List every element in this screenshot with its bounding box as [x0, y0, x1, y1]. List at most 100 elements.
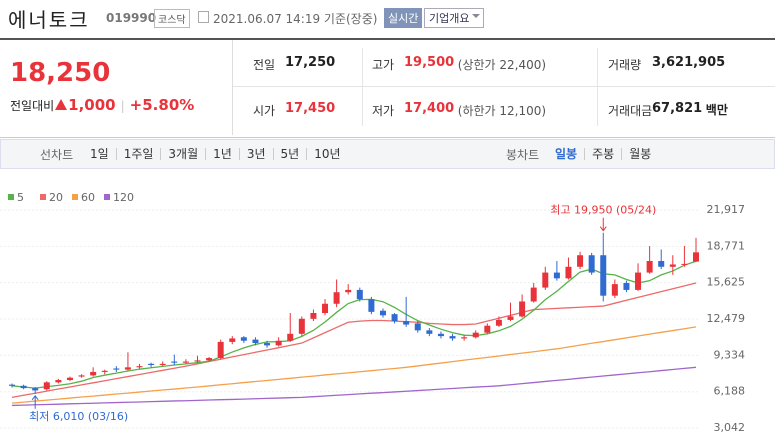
period-tab[interactable]: 1년 [205, 148, 239, 160]
moving-average-line [11, 260, 697, 389]
tab-group-label: 봉차트 [506, 148, 540, 162]
candle-body [148, 363, 155, 366]
y-tick-label: 21,917 [707, 203, 746, 216]
divider [362, 48, 363, 126]
period-tab[interactable]: 10년 [306, 148, 347, 160]
candle-body [553, 272, 560, 279]
candle-body [519, 301, 526, 317]
legend-swatch [8, 194, 14, 200]
quote-label: 고가 [372, 58, 395, 72]
candle-body [414, 323, 421, 331]
candle-body [646, 261, 653, 273]
y-tick-label: 18,771 [707, 239, 746, 252]
legend-swatch [40, 194, 46, 200]
candle-body [565, 266, 572, 279]
candle-body [20, 385, 27, 389]
candle-body [356, 289, 363, 300]
divider [597, 48, 598, 126]
dropdown-caret [472, 14, 481, 22]
candle-body [171, 361, 178, 363]
candle-body [322, 303, 329, 314]
company-info-dropdown[interactable]: 기업개요 [424, 8, 485, 28]
quote-label: 거래대금 [608, 104, 653, 118]
candle-body [275, 340, 282, 346]
legend-label: 5 [17, 191, 24, 204]
low-arrow [31, 394, 39, 409]
candle-body [658, 261, 665, 267]
candle-body [391, 314, 398, 322]
candle-body [229, 338, 236, 342]
low-annotation: 최저 6,010 (03/16) [29, 410, 128, 423]
candle-body [588, 255, 595, 273]
quote-value: 17,400 [404, 101, 455, 116]
clock-icon [198, 11, 209, 23]
candle-body [530, 287, 537, 302]
candle-body [32, 388, 39, 391]
change-row: 전일대비 1,000 | +5.80% [10, 96, 194, 114]
candle-body [437, 333, 444, 337]
candle-body [542, 272, 549, 288]
legend-label: 60 [81, 191, 95, 204]
candle-body [217, 341, 224, 359]
moving-average-line [11, 366, 697, 407]
stock-name: 에너토크 [8, 8, 90, 32]
candle-body [43, 382, 50, 390]
candle-body [611, 284, 618, 296]
y-tick-label: 12,479 [707, 312, 746, 325]
high-annotation: 최고 19,950 (05/24) [550, 204, 656, 217]
y-tick-label: 9,334 [714, 348, 746, 361]
quote-label: 전일 [253, 58, 276, 72]
candle-body [379, 310, 386, 316]
separator: | [120, 99, 125, 113]
y-tick-label: 6,188 [714, 385, 746, 398]
current-price: 18,250 [10, 58, 111, 88]
candle-tab[interactable]: 월봉 [621, 148, 658, 160]
candle-body [9, 384, 15, 386]
quote-extra: (상한가 22,400) [457, 58, 547, 72]
candle-body [449, 336, 456, 339]
candle-body [55, 380, 62, 383]
candle-body [206, 358, 213, 361]
candle-body [310, 313, 317, 319]
candle-body [136, 366, 143, 368]
quote-unit: 백만 [705, 103, 728, 117]
change-label: 전일대비 [10, 99, 55, 113]
period-tab[interactable]: 3개월 [160, 148, 205, 160]
candle-body [124, 367, 131, 370]
candle-body [495, 319, 502, 326]
row-divider [233, 86, 775, 87]
candle-tab[interactable]: 주봉 [584, 148, 621, 160]
legend-label: 20 [49, 191, 63, 204]
period-tab[interactable]: 5년 [272, 148, 307, 160]
candle-body [113, 368, 120, 370]
candle-body [333, 292, 340, 304]
period-tab[interactable]: 1주일 [115, 148, 161, 160]
chart: 3,042 6,188 9,334 12,479 15,625 18,771 21,917 5… [0, 191, 746, 434]
datetime: 2021.06.07 14:19 기준(장중) [213, 12, 378, 26]
quote-value: 19,500 [404, 55, 455, 70]
quote-value: 17,450 [285, 101, 336, 116]
tab-group: 1일 1주일 3개월 1년 3년 5년 10년 [83, 147, 348, 161]
candle-body [159, 363, 166, 366]
candle-body [623, 282, 630, 290]
realtime-button[interactable]: 실시간 [384, 8, 423, 28]
candle-tab[interactable]: 일봉 [555, 147, 578, 161]
change-rate: +5.80% [129, 96, 195, 114]
quote-extra: (하한가 12,100) [457, 104, 547, 118]
y-tick-label: 15,625 [707, 276, 746, 289]
market-badge: 코스닥 [154, 9, 190, 28]
quote-value: 3,621,905 [652, 55, 726, 70]
moving-average-line [11, 282, 697, 399]
legend-swatch [72, 194, 78, 200]
candle-body [240, 337, 247, 341]
candle-body [681, 263, 688, 265]
period-tab[interactable]: 3년 [238, 148, 273, 160]
period-tab[interactable]: 1일 [90, 147, 109, 161]
quote-label: 시가 [253, 104, 276, 118]
candle-body [90, 371, 97, 376]
candle-body [600, 255, 607, 296]
candle-body [669, 264, 676, 267]
candle-body [264, 343, 271, 346]
candle-body [78, 375, 85, 377]
